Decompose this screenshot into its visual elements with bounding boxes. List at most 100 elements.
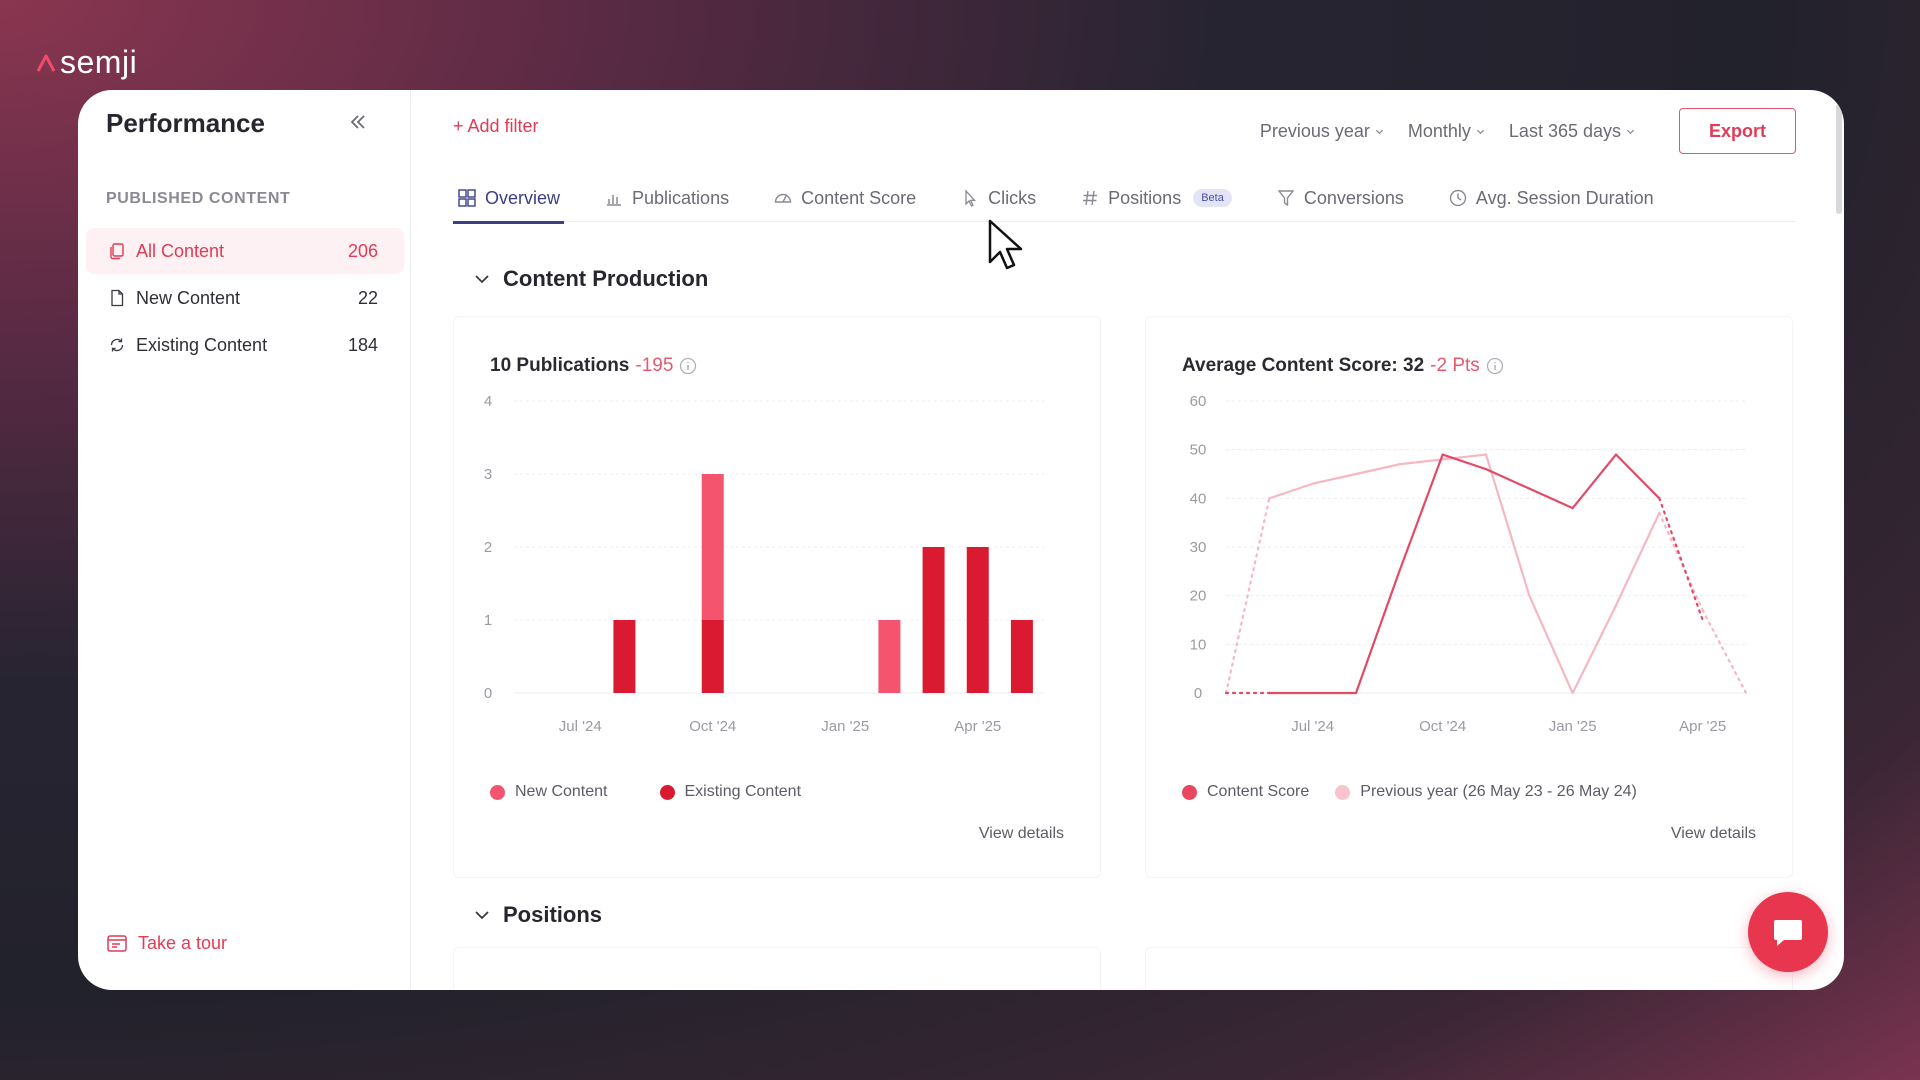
export-button[interactable]: Export xyxy=(1679,108,1796,154)
bar-existing-content xyxy=(922,547,945,693)
y-tick-label: 2 xyxy=(484,539,492,556)
tab-avg-session-duration[interactable]: Avg. Session Duration xyxy=(1444,174,1658,222)
publications-card-title: 10 Publications -195 xyxy=(490,355,697,377)
x-tick-label: Apr '25 xyxy=(1679,718,1726,735)
positions-card-right xyxy=(1145,947,1793,990)
compare-dropdown[interactable]: Previous year xyxy=(1260,121,1384,142)
section-positions-toggle[interactable]: Positions xyxy=(473,902,602,928)
sidebar-item-all-content[interactable]: All Content 206 xyxy=(86,228,404,274)
bar-new-content xyxy=(878,620,901,693)
content-score-line-segment xyxy=(1484,468,1531,490)
previous-year-line-segment xyxy=(1528,594,1574,695)
content-score-line-segment xyxy=(1354,570,1401,695)
x-tick-label: Jan '25 xyxy=(1549,718,1597,735)
tab-positions[interactable]: Positions Beta xyxy=(1076,174,1236,222)
bar-existing-content xyxy=(1010,620,1033,693)
content-score-line-segment xyxy=(1614,453,1661,500)
y-tick-label: 1 xyxy=(484,612,492,629)
tour-icon xyxy=(107,935,127,952)
collapse-sidebar-icon[interactable] xyxy=(346,110,370,134)
section-content-production-toggle[interactable]: Content Production xyxy=(473,266,708,292)
period-value: Last 365 days xyxy=(1508,120,1621,141)
funnel-icon xyxy=(1277,190,1295,207)
legend-item-new-content[interactable]: New Content xyxy=(490,783,608,801)
y-tick-label: 20 xyxy=(1190,588,1207,605)
bar-chart-icon xyxy=(607,195,622,206)
scrollbar[interactable] xyxy=(1836,104,1842,214)
gauge-icon xyxy=(774,193,792,203)
x-tick-label: Oct '24 xyxy=(1419,718,1466,735)
previous-year-line-segment xyxy=(1268,482,1314,500)
tab-publications[interactable]: Publications xyxy=(600,174,733,222)
x-tick-label: Jan '25 xyxy=(821,718,869,735)
previous-year-line-segment xyxy=(1224,497,1271,695)
section-title: Positions xyxy=(503,902,603,927)
sidebar-title: Performance xyxy=(106,108,265,138)
grid-icon xyxy=(458,189,476,207)
sidebar-item-count: 206 xyxy=(347,240,378,261)
y-tick-label: 30 xyxy=(1190,539,1207,556)
tab-label: Clicks xyxy=(988,187,1037,208)
granularity-dropdown[interactable]: Monthly xyxy=(1408,121,1485,142)
content-score-line-chart: 0 10 20 30 40 50 60 Jul '24 Oct '24 Jan '25 Apr '2… xyxy=(1190,393,1748,735)
tab-label: Publications xyxy=(632,187,730,208)
legend-item-content-score[interactable]: Content Score xyxy=(1182,783,1309,801)
period-dropdown[interactable]: Last 365 days xyxy=(1509,121,1635,142)
tab-bar: Overview Publications Content Score xyxy=(453,174,1796,224)
publications-bar-chart: 0 1 2 3 4 Jul '24 Oct '24 Jan '25 Apr '25 xyxy=(484,393,1044,735)
y-tick-label: 50 xyxy=(1190,442,1207,459)
sidebar-list: All Content 206 New Content 22 Existing … xyxy=(86,228,404,369)
x-tick-label: Jul '24 xyxy=(1291,718,1334,735)
chat-button[interactable] xyxy=(1748,892,1828,972)
legend-dot xyxy=(1335,784,1351,800)
legend-item-previous-year[interactable]: Previous year (26 May 23 - 26 May 24) xyxy=(1335,783,1637,801)
sidebar-item-label: Existing Content xyxy=(136,334,268,355)
content-score-card-title: Average Content Score: 32 -2 Pts xyxy=(1182,355,1504,377)
section-title: Content Production xyxy=(503,266,709,291)
legend-item-existing-content[interactable]: Existing Content xyxy=(659,783,802,801)
content-score-card: Average Content Score: 32 -2 Pts 0 10 20 30… xyxy=(1145,316,1793,878)
publications-count: 10 Publications xyxy=(490,355,630,376)
chevron-down-icon xyxy=(1626,129,1635,134)
previous-year-line-segment xyxy=(1354,463,1401,476)
content-score-legend: Content Score Previous year (26 May 23 -… xyxy=(1182,783,1637,801)
add-filter-button[interactable]: + Add filter xyxy=(453,116,539,136)
y-tick-label: 0 xyxy=(484,685,492,702)
legend-label: Existing Content xyxy=(684,783,802,800)
sidebar-item-new-content[interactable]: New Content 22 xyxy=(86,275,404,321)
sidebar-item-count: 22 xyxy=(357,287,378,308)
chevron-down-icon xyxy=(475,275,489,284)
previous-year-line-segment xyxy=(1614,511,1661,607)
compare-value: Previous year xyxy=(1259,120,1370,141)
publications-view-details-link[interactable]: View details xyxy=(978,825,1064,842)
publications-delta: -195 xyxy=(635,355,674,376)
chevron-down-icon xyxy=(1375,129,1383,134)
semji-logo-icon xyxy=(36,54,56,72)
content-score-view-details-link[interactable]: View details xyxy=(1670,825,1756,842)
sidebar-item-label: All Content xyxy=(136,240,225,261)
bar-new-content xyxy=(701,474,724,620)
sidebar-item-existing-content[interactable]: Existing Content 184 xyxy=(86,322,404,368)
x-tick-label: Jul '24 xyxy=(559,718,602,735)
bar-existing-content xyxy=(966,547,989,693)
sidebar-section-label: PUBLISHED CONTENT xyxy=(106,190,291,207)
tab-clicks[interactable]: Clicks xyxy=(956,174,1040,222)
tab-label: Avg. Session Duration xyxy=(1475,187,1654,208)
average-content-score: Average Content Score: 32 xyxy=(1182,355,1425,376)
content-score-line-segment xyxy=(1398,453,1444,573)
previous-year-line-segment xyxy=(1571,604,1618,695)
tab-conversions[interactable]: Conversions xyxy=(1272,174,1408,222)
refresh-icon xyxy=(110,338,124,352)
take-a-tour-link[interactable]: Take a tour xyxy=(106,932,227,954)
info-icon[interactable] xyxy=(679,357,697,375)
y-tick-label: 0 xyxy=(1194,685,1202,702)
pointer-icon xyxy=(965,189,977,207)
tab-content-score[interactable]: Content Score xyxy=(769,174,920,222)
content-score-line-segment xyxy=(1571,453,1618,510)
info-icon[interactable] xyxy=(1486,357,1504,375)
publications-legend: New Content Existing Content xyxy=(490,783,801,801)
previous-year-line-segment xyxy=(1484,453,1531,597)
tab-overview[interactable]: Overview xyxy=(453,174,565,224)
tab-label: Content Score xyxy=(801,187,917,208)
y-tick-label: 60 xyxy=(1190,393,1207,410)
